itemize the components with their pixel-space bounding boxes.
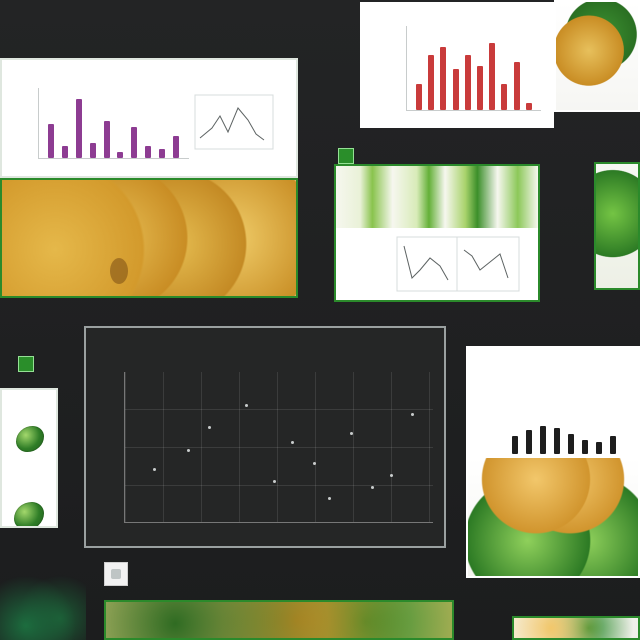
bottom-right-illustration	[512, 616, 640, 640]
small-green-chip-left	[18, 356, 34, 372]
chart-bar	[62, 145, 69, 158]
right-bottom-illustration	[468, 458, 638, 576]
chart-bar	[477, 65, 484, 110]
middle-caption-line	[336, 308, 532, 326]
scatter-plot-area	[124, 372, 433, 523]
chart-bar	[103, 120, 110, 158]
organ-dark-spot	[110, 258, 128, 284]
chart-bar	[428, 54, 435, 110]
chart-area-top-right	[406, 26, 541, 111]
leaf-icon-bottom	[14, 502, 44, 526]
scatter-points	[125, 372, 433, 522]
scatter-point	[312, 462, 316, 465]
right-middle-illustration	[596, 164, 638, 288]
chart-bar	[172, 136, 179, 158]
bottom-left-caption	[132, 566, 302, 580]
middle-mini-chart-1-line	[403, 245, 449, 281]
panel-center-scatter	[84, 326, 446, 548]
panel-top-right-image	[554, 0, 640, 112]
bottom-left-mini-icon	[111, 569, 121, 579]
chart-bar	[76, 99, 83, 158]
chart-bar	[145, 145, 152, 158]
bottom-right-caption	[520, 600, 640, 614]
scatter-point	[411, 412, 415, 416]
panel-top-right-chart	[360, 2, 554, 128]
rb-bar-6	[582, 440, 588, 454]
scatter-point	[152, 468, 156, 471]
rb-bar-7	[596, 442, 602, 454]
panel-left-small	[0, 388, 58, 528]
scatter-point	[186, 448, 190, 452]
panel-right-bottom	[466, 346, 640, 578]
scatter-point	[291, 441, 295, 444]
right-vertical-strip-2	[548, 140, 562, 290]
chart-bar	[440, 47, 447, 110]
scatter-point	[328, 496, 332, 500]
middle-mini-chart-2	[456, 236, 520, 292]
middle-mini-chart-2-line	[463, 249, 509, 279]
chart-area-top-left	[38, 88, 189, 159]
chart-bar	[158, 148, 165, 158]
chart-bar	[117, 151, 124, 158]
scatter-point	[349, 432, 353, 435]
right-top-caption	[594, 144, 640, 158]
chart-bars-top-left	[45, 88, 183, 158]
chart-bar	[452, 69, 459, 110]
left-vertical-strip-3	[66, 394, 80, 534]
right-bottom-bars	[508, 414, 628, 454]
organ-illustration-left	[2, 180, 296, 296]
left-low-caption	[0, 308, 180, 324]
left-vertical-strip-2	[306, 170, 320, 300]
rb-bar-1	[512, 436, 518, 454]
panel-right-middle	[594, 162, 640, 290]
chart-bar	[89, 142, 96, 158]
middle-top-caption	[356, 148, 476, 162]
leaf-icon-top	[16, 426, 44, 452]
right-image-illustration	[556, 2, 638, 110]
chart-bar	[513, 61, 520, 110]
bottom-organ-illustration	[106, 602, 452, 638]
small-green-chip-middle	[338, 148, 354, 164]
chart-bar	[131, 127, 138, 158]
chart-bar	[489, 43, 496, 110]
inset-line-chart-line	[199, 107, 265, 141]
panel-left-organ	[0, 178, 298, 298]
chart-bars-top-right	[413, 26, 535, 110]
panel-middle-plants	[334, 164, 540, 302]
scatter-point	[371, 486, 375, 489]
bottom-left-mini-panel	[104, 562, 128, 586]
chart-bar	[525, 102, 532, 110]
scatter-point	[245, 403, 249, 407]
chart-bar	[48, 123, 55, 158]
plants-illustration	[336, 166, 538, 228]
middle-mini-chart-1-frame	[396, 236, 460, 292]
left-vertical-strip-1	[304, 48, 318, 158]
top-left-text	[0, 8, 330, 52]
scatter-point	[272, 480, 276, 483]
rb-bar-4	[554, 428, 560, 454]
panel-top-left-chart	[0, 58, 298, 178]
scatter-point	[389, 474, 393, 477]
rb-bar-8	[610, 436, 616, 454]
rb-bar-5	[568, 434, 574, 454]
scatter-point	[208, 426, 212, 429]
panel-bottom-organ	[104, 600, 454, 640]
inset-line-chart-frame	[194, 94, 274, 150]
right-vertical-strip-1	[318, 10, 332, 134]
chart-bar	[416, 84, 423, 110]
bottom-left-plants	[0, 568, 86, 640]
rb-bar-3	[540, 426, 546, 454]
inset-line-chart-top-left	[194, 94, 274, 150]
chart-bar	[464, 54, 471, 110]
chart-bar	[501, 84, 508, 110]
right-vertical-strip-3	[624, 300, 638, 370]
middle-mini-chart-1	[396, 236, 460, 292]
bottom-mid-caption	[312, 566, 432, 580]
rb-bar-2	[526, 430, 532, 454]
